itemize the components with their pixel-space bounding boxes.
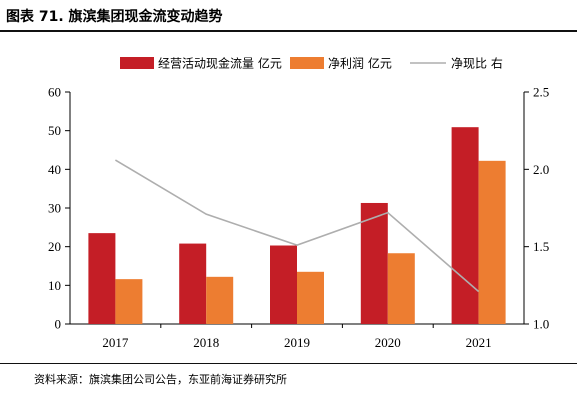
bar-operating-cash-flow	[451, 127, 479, 324]
bar-operating-cash-flow	[360, 202, 388, 324]
x-tick-label: 2017	[102, 335, 129, 350]
title-divider	[0, 30, 577, 32]
y-right-tick-label: 1.5	[533, 239, 549, 254]
x-tick-label: 2020	[375, 335, 401, 350]
legend-swatch-operating-cash-flow	[120, 57, 154, 69]
bar-net-profit	[387, 253, 415, 324]
bar-net-profit	[206, 276, 234, 324]
legend-label-operating-cash-flow: 经营活动现金流量 亿元	[158, 56, 282, 71]
source-note: 资料来源：旗滨集团公司公告，东亚前海证券研究所	[34, 373, 287, 386]
x-tick-label: 2019	[284, 335, 310, 350]
chart-bars	[88, 127, 506, 324]
legend-swatch-net-profit	[290, 57, 324, 69]
bar-operating-cash-flow	[179, 243, 207, 324]
bar-net-profit	[297, 271, 324, 324]
y-left-tick-label: 0	[55, 317, 62, 332]
y-left-tick-label: 50	[48, 123, 61, 138]
chart-title: 图表 71. 旗滨集团现金流变动趋势	[6, 9, 223, 25]
bar-operating-cash-flow	[270, 245, 297, 324]
bar-operating-cash-flow	[88, 233, 116, 324]
y-left-tick-label: 40	[48, 162, 61, 177]
legend-label-net-profit: 净利润 亿元	[328, 56, 392, 71]
y-left-tick-label: 30	[48, 201, 61, 216]
y-right-tick-label: 1.0	[533, 317, 549, 332]
cashflow-chart: 经营活动现金流量 亿元 净利润 亿元 净现比 右 0 10 20 30 40 50 60 1.0 1…	[48, 56, 549, 351]
y-right-tick-label: 2.5	[533, 85, 549, 100]
y-left-tick-label: 10	[48, 278, 61, 293]
y-left-tick-label: 60	[48, 85, 61, 100]
y-left-tick-label: 20	[48, 239, 61, 254]
x-tick-label: 2021	[466, 335, 492, 350]
chart-tick-labels: 0 10 20 30 40 50 60 1.0 1.5 2.0 2.5 2017 2018 2019 202…	[48, 85, 549, 351]
x-tick-label: 2018	[193, 335, 219, 350]
chart-ratio-line	[114, 159, 480, 293]
source-divider	[0, 363, 577, 364]
y-right-tick-label: 2.0	[533, 162, 549, 177]
bar-net-profit	[478, 160, 506, 324]
bar-net-profit	[115, 279, 143, 324]
legend-label-ratio: 净现比 右	[451, 56, 503, 71]
chart-legend: 经营活动现金流量 亿元 净利润 亿元 净现比 右	[120, 56, 503, 71]
